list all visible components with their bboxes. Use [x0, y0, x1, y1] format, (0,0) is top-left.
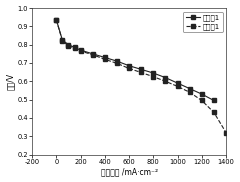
处理列1 — [73, 47, 76, 50]
Line: 处理列1: 处理列1 — [55, 18, 228, 134]
未处理1 — [212, 99, 215, 102]
Y-axis label: 电压/V: 电压/V — [6, 73, 15, 90]
未处理1 — [91, 53, 94, 55]
处理列1 — [103, 58, 106, 60]
未处理1 — [73, 46, 76, 49]
未处理1 — [79, 49, 82, 51]
未处理1 — [115, 60, 118, 62]
处理列1 — [152, 76, 155, 78]
处理列1 — [164, 80, 167, 82]
处理列1 — [61, 40, 64, 42]
未处理1 — [67, 43, 70, 46]
未处理1 — [128, 65, 131, 67]
未处理1 — [61, 39, 64, 41]
Line: 未处理1: 未处理1 — [55, 18, 216, 102]
处理列1 — [188, 91, 191, 93]
未处理1 — [140, 68, 143, 70]
处理列1 — [115, 62, 118, 64]
处理列1 — [212, 111, 215, 114]
处理列1 — [128, 67, 131, 70]
未处理1 — [152, 72, 155, 74]
未处理1 — [188, 88, 191, 90]
X-axis label: 电流密度 /mA·cm⁻²: 电流密度 /mA·cm⁻² — [101, 167, 158, 176]
处理列1 — [200, 99, 203, 102]
处理列1 — [91, 54, 94, 56]
处理列1 — [176, 85, 179, 88]
处理列1 — [79, 50, 82, 52]
未处理1 — [103, 56, 106, 59]
Legend: 未处理1, 处理列1: 未处理1, 处理列1 — [183, 11, 222, 32]
未处理1 — [55, 19, 58, 21]
处理列1 — [55, 19, 58, 21]
处理列1 — [140, 71, 143, 74]
处理列1 — [67, 44, 70, 47]
未处理1 — [164, 76, 167, 79]
处理列1 — [225, 131, 228, 134]
未处理1 — [176, 82, 179, 84]
未处理1 — [200, 93, 203, 95]
